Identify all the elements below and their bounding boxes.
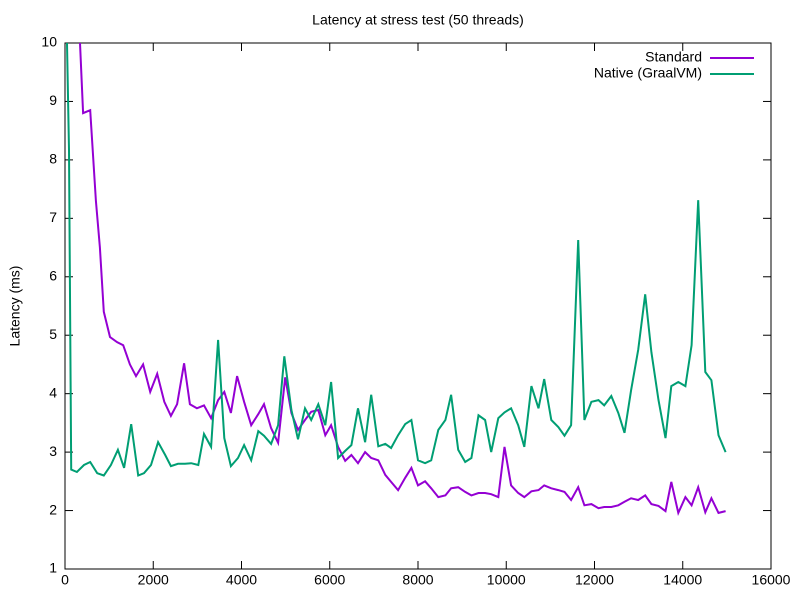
x-tick-label: 2000 <box>138 572 169 588</box>
y-tick-label: 7 <box>49 209 57 225</box>
y-tick-label: 10 <box>41 34 57 50</box>
y-tick-label: 2 <box>49 501 57 517</box>
series-line <box>66 43 727 477</box>
legend-label: Standard <box>645 49 702 65</box>
legend-label: Native (GraalVM) <box>594 65 702 81</box>
x-tick-label: 14000 <box>663 572 702 588</box>
series-line <box>79 43 726 517</box>
plot-frame <box>64 42 772 570</box>
x-tick-label: 0 <box>61 572 69 588</box>
y-tick-label: 5 <box>49 326 57 342</box>
x-tick-label: 4000 <box>226 572 257 588</box>
y-tick-label: 9 <box>49 92 57 108</box>
y-tick-label: 8 <box>49 151 57 167</box>
x-tick-label: 10000 <box>487 572 526 588</box>
x-tick-label: 16000 <box>752 572 791 588</box>
y-tick-label: 3 <box>49 443 57 459</box>
chart-title: Latency at stress test (50 threads) <box>312 12 524 28</box>
y-tick-label: 6 <box>49 267 57 283</box>
y-tick-label: 4 <box>49 384 57 400</box>
x-tick-label: 8000 <box>402 572 433 588</box>
y-tick-label: 1 <box>49 560 57 576</box>
x-tick-label: 6000 <box>314 572 345 588</box>
x-tick-label: 12000 <box>575 572 614 588</box>
y-axis-label: Latency (ms) <box>7 266 23 347</box>
